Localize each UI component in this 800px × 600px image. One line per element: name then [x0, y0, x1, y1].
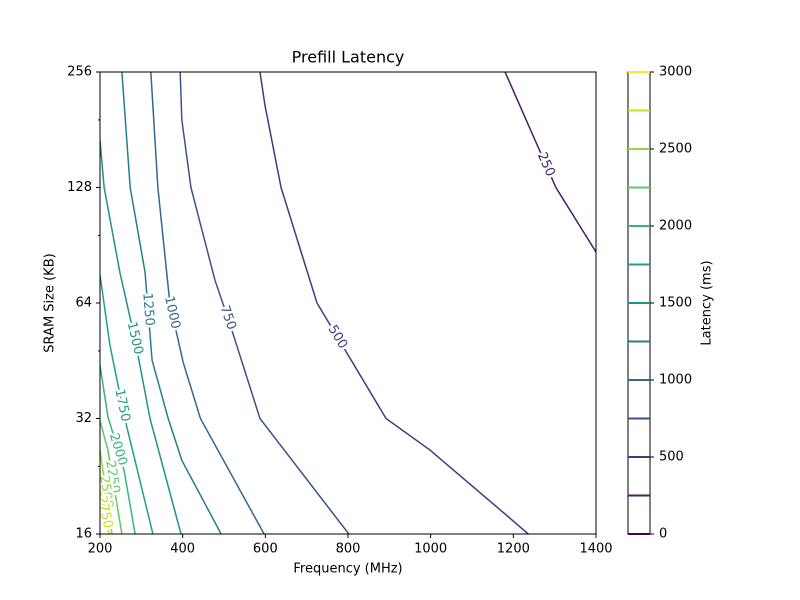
colorbar-label: Latency (ms) [700, 260, 715, 345]
colorbar-tick-label: 500 [659, 450, 684, 465]
contour-line [100, 449, 113, 534]
contour-label: 1250 [139, 292, 157, 326]
x-tick-label: 800 [336, 542, 361, 557]
colorbar-tick-label: 0 [659, 527, 667, 542]
contour-line [504, 72, 596, 253]
contour-line [100, 420, 123, 534]
colorbar-tick-label: 3000 [659, 65, 692, 80]
contour-line [259, 72, 529, 534]
y-tick-label: 16 [75, 527, 92, 542]
x-tick-label: 200 [88, 542, 113, 557]
x-tick-label: 600 [253, 542, 278, 557]
x-axis-label: Frequency (MHz) [293, 562, 402, 577]
contour-line [100, 490, 110, 534]
colorbar-tick-label: 2500 [659, 142, 692, 157]
x-tick-label: 1000 [414, 542, 447, 557]
chart-title: Prefill Latency [292, 48, 405, 67]
contour-line [100, 364, 136, 534]
colorbar-tick-label: 2000 [659, 219, 692, 234]
y-tick-label: 256 [67, 65, 92, 80]
contour-line [150, 72, 265, 534]
y-axis-label: SRAM Size (KB) [43, 253, 58, 352]
y-tick-label: 64 [75, 296, 92, 311]
colorbar-tick-label: 1000 [659, 373, 692, 388]
colorbar-tick-label: 1500 [659, 296, 692, 311]
y-tick-label: 32 [75, 411, 92, 426]
x-tick-label: 1200 [497, 542, 530, 557]
x-tick-label: 1400 [579, 542, 612, 557]
x-tick-label: 400 [170, 542, 195, 557]
contour-line [179, 72, 350, 534]
y-tick-label: 128 [67, 180, 92, 195]
contour-line [100, 140, 182, 534]
contour-line [121, 72, 222, 534]
contour-line [100, 274, 154, 534]
